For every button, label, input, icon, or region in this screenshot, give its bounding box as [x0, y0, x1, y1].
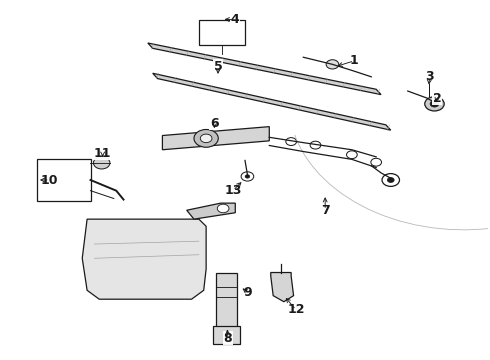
Circle shape [346, 151, 357, 159]
Circle shape [217, 204, 229, 213]
Circle shape [241, 172, 254, 181]
Text: 12: 12 [287, 303, 305, 316]
Text: 7: 7 [321, 204, 330, 217]
Polygon shape [153, 73, 391, 130]
Polygon shape [162, 127, 270, 150]
Circle shape [310, 141, 321, 149]
Polygon shape [271, 273, 294, 302]
Circle shape [94, 157, 110, 169]
Text: 8: 8 [223, 332, 232, 345]
Text: 2: 2 [433, 92, 441, 105]
Circle shape [388, 177, 394, 183]
Circle shape [286, 138, 296, 145]
FancyBboxPatch shape [216, 273, 237, 328]
Text: 11: 11 [94, 147, 111, 160]
Text: 4: 4 [231, 13, 240, 26]
Circle shape [245, 175, 250, 178]
Polygon shape [187, 203, 235, 219]
Text: 9: 9 [243, 285, 252, 298]
Text: 13: 13 [224, 184, 242, 197]
FancyBboxPatch shape [214, 326, 240, 345]
Circle shape [430, 101, 439, 107]
Text: 3: 3 [425, 70, 434, 83]
Circle shape [382, 174, 399, 186]
Text: 10: 10 [41, 174, 58, 186]
Circle shape [194, 130, 218, 147]
Circle shape [200, 134, 212, 143]
Polygon shape [82, 219, 206, 299]
Circle shape [371, 158, 382, 166]
Text: 5: 5 [214, 60, 222, 73]
Text: 1: 1 [350, 54, 359, 67]
Circle shape [425, 97, 444, 111]
Circle shape [326, 60, 339, 69]
Text: 6: 6 [210, 117, 219, 130]
Polygon shape [148, 43, 381, 95]
